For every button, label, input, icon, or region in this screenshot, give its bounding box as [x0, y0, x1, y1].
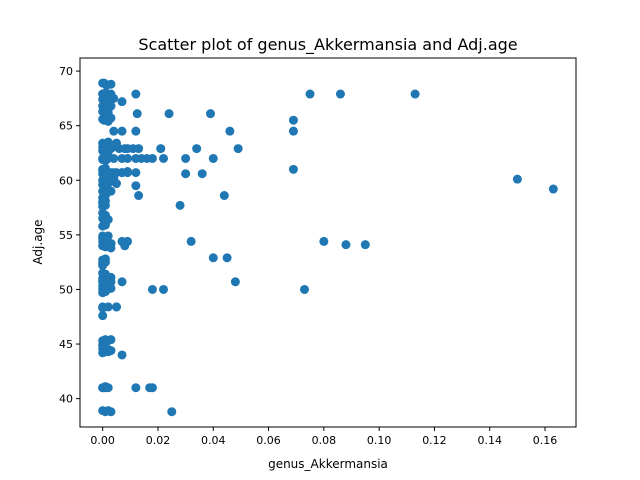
y-tick-label: 45 [59, 338, 73, 351]
y-tick-label: 70 [59, 65, 73, 78]
data-point [103, 347, 113, 357]
points-layer [98, 78, 558, 417]
data-point [132, 109, 142, 119]
data-point [111, 179, 121, 189]
data-point [117, 277, 127, 287]
x-tick-label: 0.04 [201, 434, 226, 447]
data-point [117, 97, 127, 107]
data-point [106, 79, 116, 89]
data-point [197, 169, 207, 179]
chart-title: Scatter plot of genus_Akkermansia and Ad… [138, 35, 517, 55]
data-point [230, 277, 240, 287]
data-point [208, 153, 218, 163]
data-point [288, 115, 298, 125]
data-point [156, 144, 166, 154]
x-axis-label: genus_Akkermansia [268, 457, 388, 471]
data-point [222, 253, 232, 263]
data-point [123, 153, 133, 163]
data-point [109, 126, 119, 136]
data-point [512, 174, 522, 184]
data-point [120, 241, 130, 251]
data-point [147, 153, 157, 163]
data-point [117, 350, 127, 360]
data-point [131, 89, 141, 99]
data-point [100, 156, 110, 166]
data-point [111, 302, 121, 312]
data-point [175, 200, 185, 210]
data-point [109, 153, 119, 163]
data-point [225, 126, 235, 136]
data-point [288, 126, 298, 136]
data-point [131, 181, 141, 191]
data-point [131, 126, 141, 136]
y-tick-label: 40 [59, 393, 73, 406]
data-point [100, 220, 110, 230]
y-axis-label: Adj.age [31, 219, 45, 264]
data-point [100, 232, 110, 242]
data-point [305, 89, 315, 99]
data-point [131, 168, 141, 178]
x-tick-label: 0.14 [477, 434, 502, 447]
data-point [206, 109, 215, 119]
data-point [192, 144, 202, 154]
data-point [103, 147, 113, 157]
data-point [219, 191, 229, 201]
data-point [147, 284, 157, 294]
data-point [181, 169, 191, 179]
data-point [147, 383, 157, 393]
data-point [103, 383, 113, 393]
data-point [335, 89, 345, 99]
x-tick-label: 0.08 [312, 434, 337, 447]
data-point [109, 168, 119, 178]
x-tick-label: 0.16 [533, 434, 558, 447]
data-point [159, 153, 168, 163]
data-point [106, 239, 116, 249]
data-point [103, 302, 113, 312]
x-tick-label: 0.02 [146, 434, 171, 447]
x-tick-label: 0.10 [367, 434, 392, 447]
data-point [300, 284, 309, 294]
x-tick-label: 0.12 [422, 434, 447, 447]
data-point [98, 311, 108, 321]
data-point [106, 407, 116, 417]
data-point [134, 191, 144, 201]
data-point [319, 236, 329, 246]
data-point [181, 153, 191, 163]
data-point [233, 144, 243, 154]
x-tick-label: 0.06 [256, 434, 281, 447]
data-point [288, 164, 298, 174]
data-point [98, 260, 108, 270]
y-tick-label: 55 [59, 229, 73, 242]
data-point [134, 144, 144, 154]
data-point [100, 88, 110, 98]
data-point [106, 113, 116, 123]
y-tick-label: 50 [59, 283, 73, 296]
data-point [410, 89, 420, 99]
data-point [208, 253, 218, 263]
plot-frame [79, 57, 577, 428]
y-axis-ticks: 40 45 50 55 60 65 70 [59, 65, 80, 406]
x-axis-ticks: 0.00 0.02 0.04 0.06 0.08 0.10 0.12 0.14 0.16 [90, 427, 557, 447]
data-point [123, 168, 133, 178]
data-point [360, 240, 370, 250]
data-point [164, 109, 174, 119]
data-point [186, 236, 196, 246]
y-tick-label: 65 [59, 120, 73, 133]
data-point [109, 93, 119, 103]
data-point [100, 287, 110, 297]
data-point [131, 383, 141, 393]
y-tick-label: 60 [59, 174, 73, 187]
data-point [159, 284, 168, 294]
data-point [548, 184, 558, 194]
data-point [341, 240, 351, 250]
x-tick-label: 0.00 [90, 434, 115, 447]
data-point [167, 407, 177, 417]
data-point [100, 196, 110, 206]
data-point [117, 126, 127, 136]
